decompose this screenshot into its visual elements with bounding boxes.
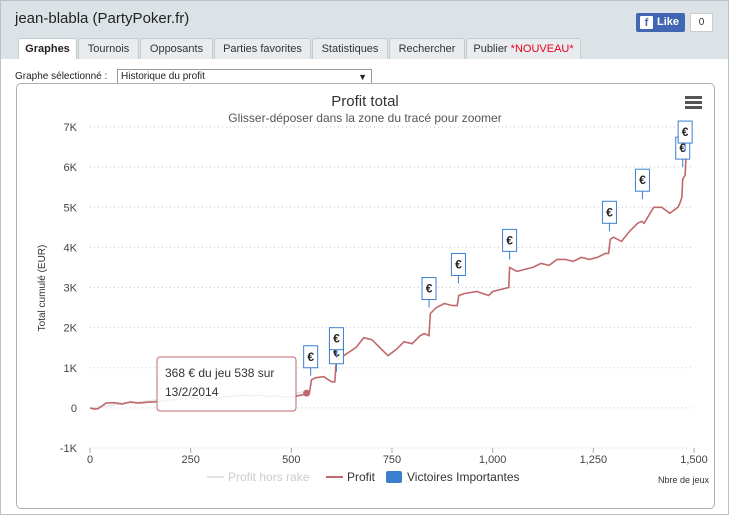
- x-axis-ticks: 0 250 500 750 1,000 1,250 1,500: [87, 448, 708, 466]
- euro-icon: €: [606, 205, 613, 219]
- euro-icon: €: [455, 257, 462, 271]
- x-tick-label: 250: [181, 454, 199, 466]
- tab-opposants[interactable]: Opposants: [140, 38, 213, 59]
- y-tick-label: 2K: [64, 323, 78, 335]
- chart-subtitle: Glisser-déposer dans la zone du tracé po…: [228, 111, 501, 125]
- new-badge: *NOUVEAU*: [510, 43, 574, 55]
- y-tick-label: 7K: [64, 122, 78, 134]
- graph-select-value: Historique du profit: [121, 71, 205, 82]
- y-tick-label: 1K: [64, 363, 78, 375]
- tab-publier-label: Publier: [473, 43, 508, 55]
- euro-icon: €: [333, 332, 340, 346]
- x-tick-label: 0: [87, 454, 93, 466]
- title-bar: jean-blabla (PartyPoker.fr) f Like 0: [1, 1, 728, 39]
- legend-label-rake[interactable]: Profit hors rake: [228, 470, 310, 484]
- victory-flag: [634, 168, 650, 192]
- euro-icon: €: [639, 173, 646, 187]
- victory-marker[interactable]: €: [328, 327, 344, 358]
- chart-container: [16, 83, 715, 509]
- victory-flag: [328, 327, 344, 351]
- y-tick-label: 4K: [64, 242, 78, 254]
- facebook-icon: f: [640, 16, 653, 29]
- y-tick-label: 5K: [64, 202, 78, 214]
- y-tick-label: 0: [71, 403, 77, 415]
- dropdown-arrow-icon: ▼: [358, 72, 367, 82]
- chart-menu-icon[interactable]: [685, 96, 702, 110]
- y-tick-label: 3K: [64, 283, 78, 295]
- tab-publier[interactable]: Publier *NOUVEAU*: [466, 38, 581, 59]
- euro-icon: €: [682, 125, 689, 139]
- victory-flag: [450, 252, 466, 276]
- victory-marker[interactable]: €: [601, 200, 617, 232]
- tab-rechercher[interactable]: Rechercher: [389, 38, 465, 59]
- euro-icon: €: [679, 141, 686, 155]
- victory-marker[interactable]: €: [634, 168, 650, 200]
- x-tick-label: 1,500: [680, 454, 708, 466]
- euro-icon: €: [307, 350, 314, 364]
- hover-point: [303, 389, 311, 397]
- victory-flag: [601, 200, 617, 224]
- tab-tournois[interactable]: Tournois: [78, 38, 139, 59]
- tooltip-box: [156, 356, 297, 412]
- window-title: jean-blabla (PartyPoker.fr): [15, 10, 190, 27]
- euro-icon: €: [506, 233, 513, 247]
- victory-flag: [502, 228, 518, 252]
- y-axis-ticks: -1K 0 1K 2K 3K 4K 5K 6K 7K: [60, 122, 78, 455]
- x-axis-label: Nbre de jeux: [658, 475, 710, 485]
- chart-title: Profit total: [331, 93, 399, 110]
- legend-label-profit[interactable]: Profit: [347, 470, 376, 484]
- tab-parties-favorites[interactable]: Parties favorites: [214, 38, 311, 59]
- victory-marker[interactable]: €: [677, 120, 693, 152]
- y-axis-label: Total cumulé (EUR): [37, 245, 48, 332]
- like-count: 0: [690, 13, 713, 32]
- victory-marker[interactable]: €: [450, 252, 466, 284]
- y-tick-label: -1K: [60, 443, 78, 455]
- graph-select-label: Graphe sélectionné :: [15, 71, 108, 82]
- chart-tooltip: 368 € du jeu 538 sur 13/2/2014: [156, 356, 297, 412]
- x-tick-label: 1,250: [580, 454, 608, 466]
- y-tick-label: 6K: [64, 162, 78, 174]
- victory-marker[interactable]: €: [303, 345, 319, 376]
- graph-panel: Graphe sélectionné : Historique du profi…: [1, 59, 728, 514]
- x-tick-label: 1,000: [479, 454, 507, 466]
- euro-icon: €: [426, 282, 433, 296]
- legend-label-victory[interactable]: Victoires Importantes: [407, 470, 520, 484]
- legend-swatch-victory: [386, 471, 402, 483]
- tab-statistiques[interactable]: Statistiques: [312, 38, 388, 59]
- facebook-like-button[interactable]: f Like: [636, 13, 685, 32]
- victory-flag: [303, 345, 319, 369]
- victory-flag: [421, 277, 437, 301]
- chart-legend: Profit hors rake Profit Victoires Importan…: [207, 470, 520, 484]
- victory-marker[interactable]: €: [502, 228, 518, 260]
- tooltip-line1: 368 € du jeu 538 sur: [165, 366, 274, 380]
- like-label: Like: [657, 16, 680, 28]
- victory-flag: [677, 120, 693, 144]
- x-tick-label: 500: [282, 454, 300, 466]
- x-tick-label: 750: [383, 454, 401, 466]
- victory-marker[interactable]: €: [421, 277, 437, 308]
- tooltip-line2: 13/2/2014: [165, 385, 219, 399]
- tab-graphes[interactable]: Graphes: [18, 38, 77, 60]
- victory-markers: €€€€€€€€€€: [303, 120, 693, 376]
